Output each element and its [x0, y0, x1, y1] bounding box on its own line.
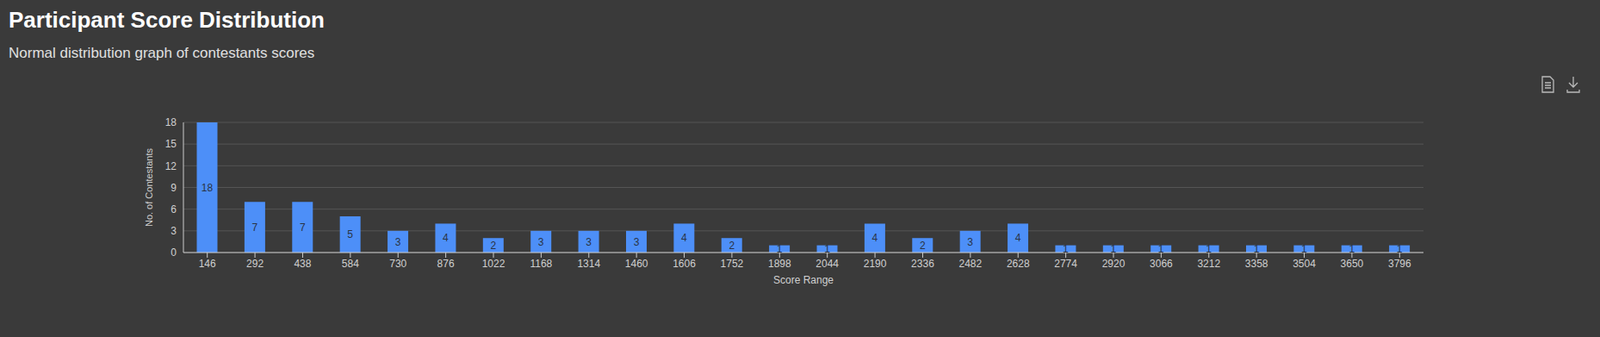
svg-text:3650: 3650 [1340, 257, 1365, 270]
html-text:Normal distribution graph of c: Normal distribution graph of contestants… [8, 44, 315, 62]
svg-text:1898: 1898 [768, 257, 792, 270]
svg-text:3: 3 [585, 235, 592, 249]
svg-text:3504: 3504 [1292, 257, 1316, 270]
svg-text:3066: 3066 [1149, 257, 1173, 270]
svg-text:7: 7 [252, 221, 259, 234]
svg-text:3: 3 [170, 224, 177, 237]
svg-text:1606: 1606 [672, 257, 696, 270]
svg-text:4: 4 [1015, 231, 1022, 244]
svg-text:0: 0 [170, 246, 177, 259]
svg-text:2482: 2482 [958, 257, 982, 270]
svg-text:1: 1 [1158, 242, 1165, 255]
svg-text:1752: 1752 [720, 257, 745, 270]
svg-text:1022: 1022 [482, 257, 506, 270]
svg-text:4: 4 [681, 231, 688, 244]
svg-text:3358: 3358 [1245, 257, 1269, 270]
svg-text:3: 3 [633, 235, 640, 249]
svg-text:3: 3 [395, 235, 402, 249]
html-text:Participant Score Distribution: Participant Score Distribution [8, 6, 325, 33]
svg-text:2628: 2628 [1006, 257, 1030, 270]
svg-text:15: 15 [165, 137, 178, 150]
svg-text:No. of Contestants: No. of Contestants [143, 147, 155, 227]
svg-text:1: 1 [824, 242, 831, 255]
svg-text:292: 292 [246, 257, 264, 270]
svg-text:584: 584 [341, 257, 360, 270]
svg-text:1: 1 [1110, 242, 1117, 255]
svg-text:1: 1 [1253, 242, 1260, 255]
svg-text:1: 1 [1301, 242, 1308, 255]
svg-text:5: 5 [347, 228, 354, 241]
svg-text:2044: 2044 [815, 257, 839, 270]
svg-text:12: 12 [165, 160, 178, 173]
svg-text:3212: 3212 [1196, 257, 1221, 270]
svg-text:6: 6 [170, 203, 177, 216]
svg-text:2190: 2190 [863, 257, 887, 270]
svg-text:730: 730 [389, 257, 407, 270]
svg-text:2: 2 [728, 239, 735, 252]
svg-text:18: 18 [165, 116, 178, 129]
svg-text:4: 4 [442, 231, 449, 244]
svg-text:1: 1 [1205, 242, 1212, 255]
svg-text:876: 876 [437, 257, 455, 270]
svg-text:1: 1 [776, 242, 783, 255]
svg-text:1: 1 [1062, 242, 1069, 255]
svg-text:7: 7 [299, 221, 306, 234]
svg-text:Score Range: Score Range [773, 273, 834, 286]
svg-text:146: 146 [198, 257, 217, 270]
svg-text:3: 3 [538, 235, 545, 249]
svg-text:438: 438 [293, 257, 311, 270]
svg-text:2: 2 [489, 239, 497, 252]
svg-text:18: 18 [201, 181, 214, 194]
svg-text:2336: 2336 [911, 257, 935, 270]
svg-text:2920: 2920 [1102, 257, 1126, 270]
svg-text:1: 1 [1396, 242, 1403, 255]
svg-text:2: 2 [919, 239, 926, 252]
svg-text:1: 1 [1348, 242, 1355, 255]
svg-text:1314: 1314 [576, 257, 601, 270]
svg-text:3: 3 [967, 235, 974, 249]
svg-text:3796: 3796 [1388, 257, 1412, 270]
svg-text:1168: 1168 [529, 257, 552, 270]
svg-text:2774: 2774 [1054, 257, 1078, 270]
svg-text:4: 4 [872, 231, 879, 244]
svg-text:9: 9 [170, 181, 177, 194]
svg-text:1460: 1460 [625, 257, 649, 270]
